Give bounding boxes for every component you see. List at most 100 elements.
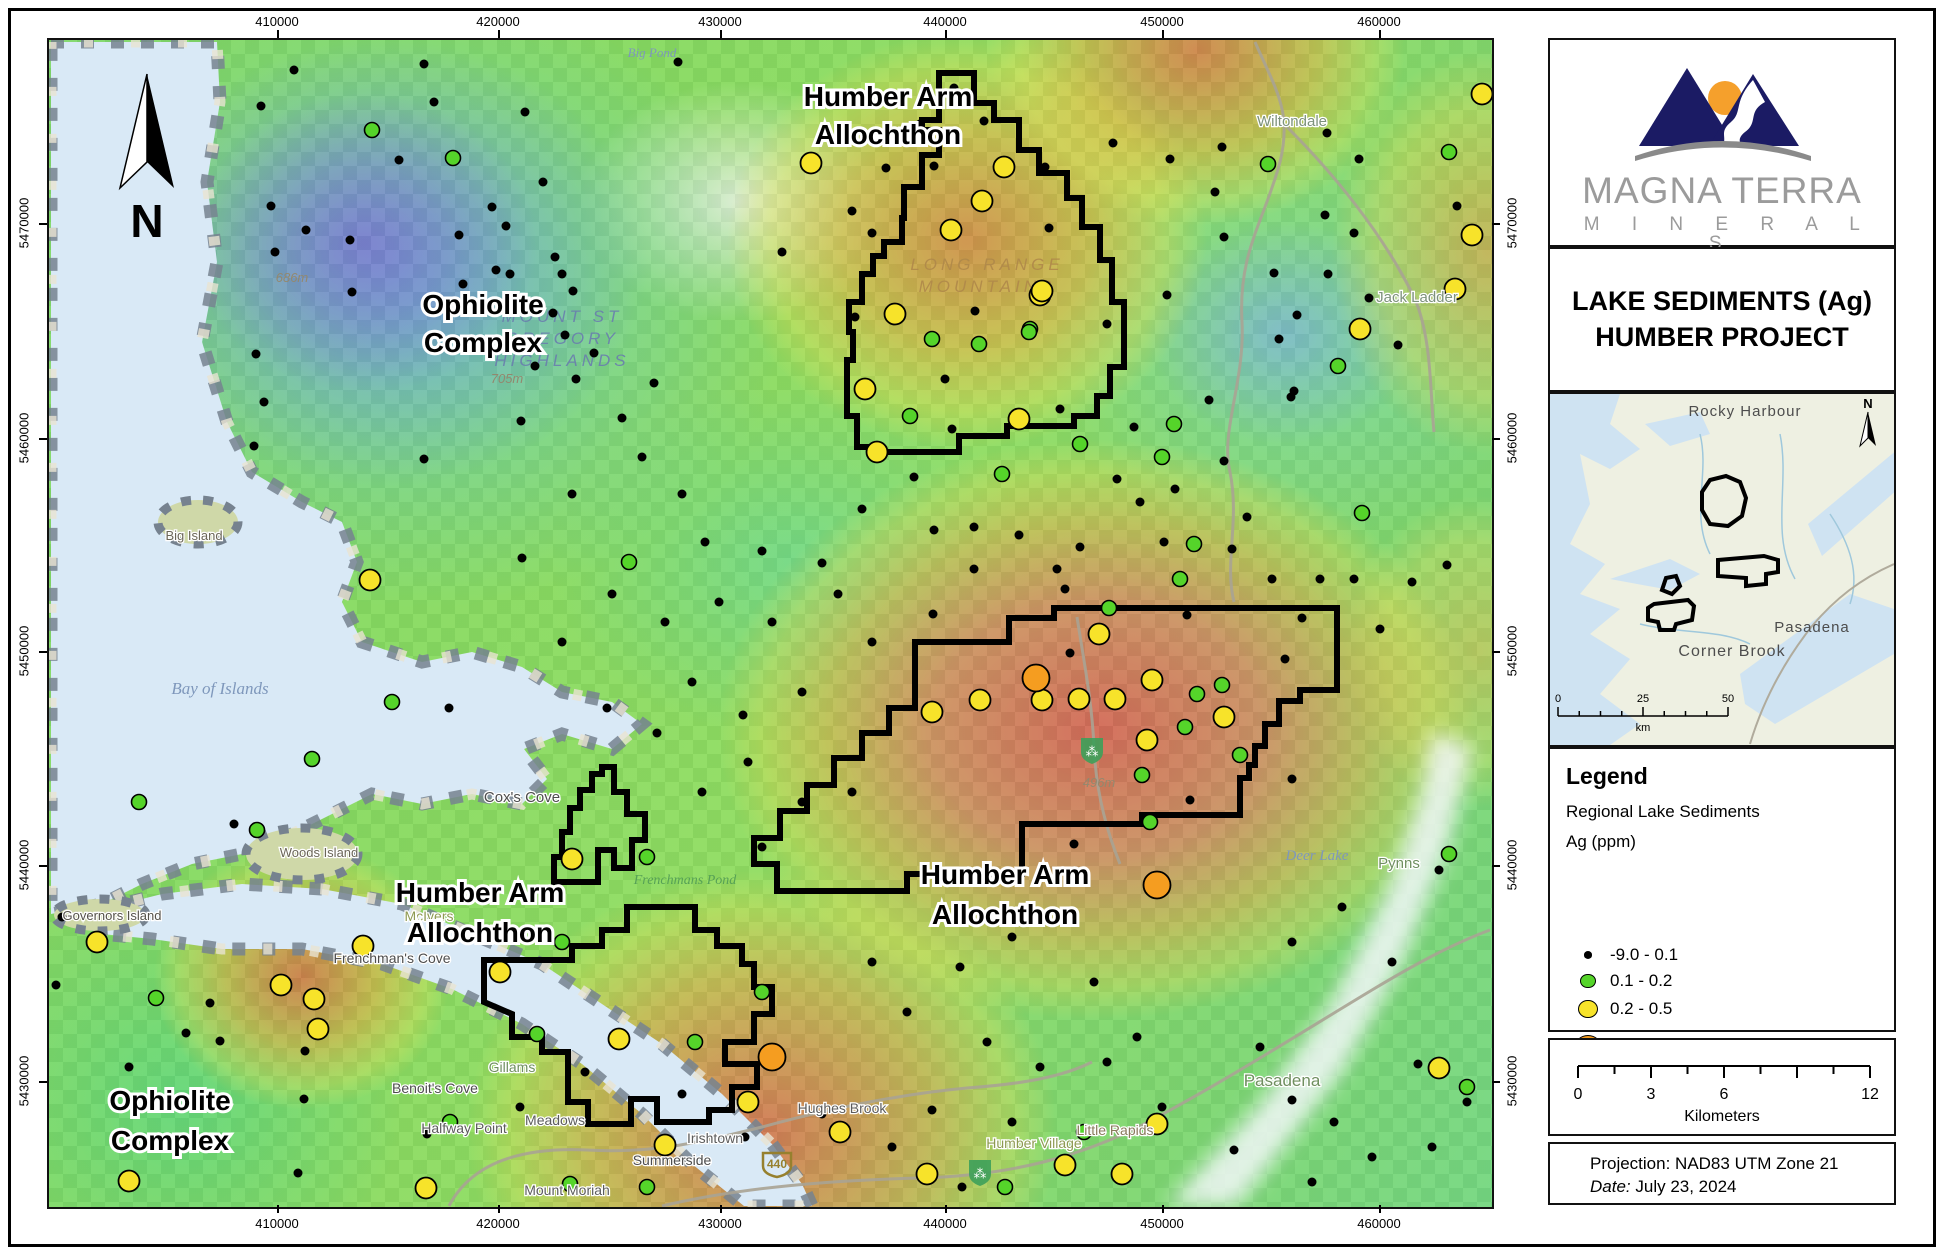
sample-point-low[interactable]: [982, 1037, 992, 1047]
sample-point-low[interactable]: [494, 931, 504, 941]
sample-point-yellow[interactable]: [736, 1090, 760, 1114]
sample-point-low[interactable]: [979, 116, 989, 126]
sample-point-low[interactable]: [969, 522, 979, 532]
sample-point-low[interactable]: [660, 617, 670, 627]
sample-point-low[interactable]: [557, 269, 567, 279]
sample-point-low[interactable]: [700, 537, 710, 547]
sample-point-low[interactable]: [847, 787, 857, 797]
sample-point-green[interactable]: [620, 553, 638, 571]
sample-point-yellow[interactable]: [1030, 279, 1054, 303]
sample-point-yellow[interactable]: [1460, 223, 1484, 247]
sample-point-low[interactable]: [757, 546, 767, 556]
sample-point-low[interactable]: [1229, 1145, 1239, 1155]
sample-point-low[interactable]: [1102, 319, 1112, 329]
sample-point-low[interactable]: [205, 998, 215, 1008]
sample-point-low[interactable]: [887, 1142, 897, 1152]
sample-point-low[interactable]: [1274, 334, 1284, 344]
sample-point-yellow[interactable]: [302, 987, 326, 1011]
sample-point-low[interactable]: [929, 161, 939, 171]
sample-point-low[interactable]: [1292, 310, 1302, 320]
sample-point-low[interactable]: [548, 308, 558, 318]
sample-point-green[interactable]: [638, 848, 656, 866]
sample-point-yellow[interactable]: [117, 1169, 141, 1193]
sample-point-low[interactable]: [505, 269, 515, 279]
sample-point-low[interactable]: [419, 454, 429, 464]
sample-point-yellow[interactable]: [1103, 687, 1127, 711]
sample-point-yellow[interactable]: [853, 377, 877, 401]
sample-point-low[interactable]: [1007, 932, 1017, 942]
sample-point-low[interactable]: [1434, 865, 1444, 875]
sample-point-green[interactable]: [686, 1033, 704, 1051]
sample-point-green[interactable]: [970, 335, 988, 353]
sample-point-green[interactable]: [1231, 746, 1249, 764]
sample-point-low[interactable]: [567, 489, 577, 499]
sample-point-low[interactable]: [757, 842, 767, 852]
sample-point-low[interactable]: [1129, 422, 1139, 432]
sample-point-low[interactable]: [649, 378, 659, 388]
sample-point-low[interactable]: [1287, 774, 1297, 784]
claim-outline[interactable]: [481, 904, 775, 1127]
sample-point-green[interactable]: [923, 330, 941, 348]
sample-point-yellow[interactable]: [1348, 317, 1372, 341]
sample-point-green[interactable]: [553, 933, 571, 951]
sample-point-yellow[interactable]: [799, 151, 823, 175]
sample-point-low[interactable]: [289, 65, 299, 75]
sample-point-low[interactable]: [181, 1028, 191, 1038]
sample-point-low[interactable]: [57, 912, 67, 922]
sample-point-low[interactable]: [1102, 1057, 1112, 1067]
sample-point-low[interactable]: [347, 287, 357, 297]
sample-point-low[interactable]: [817, 558, 827, 568]
sample-point-low[interactable]: [797, 797, 807, 807]
sample-point-low[interactable]: [215, 1036, 225, 1046]
sample-point-yellow[interactable]: [269, 973, 293, 997]
sample-point-low[interactable]: [1204, 395, 1214, 405]
sample-point-low[interactable]: [557, 637, 567, 647]
sample-point-low[interactable]: [970, 306, 980, 316]
sample-point-low[interactable]: [1407, 577, 1417, 587]
sample-point-green[interactable]: [147, 989, 165, 1007]
sample-point-green[interactable]: [1213, 676, 1231, 694]
sample-point-low[interactable]: [1269, 268, 1279, 278]
sample-point-green[interactable]: [561, 1175, 579, 1193]
sample-point-yellow[interactable]: [915, 1162, 939, 1186]
sample-point-low[interactable]: [940, 374, 950, 384]
claim-outline[interactable]: [751, 605, 1340, 894]
sample-point-low[interactable]: [1375, 624, 1385, 634]
sample-point-low[interactable]: [458, 279, 468, 289]
sample-point-low[interactable]: [301, 225, 311, 235]
sample-point-yellow[interactable]: [1443, 277, 1467, 301]
sample-point-low[interactable]: [1227, 544, 1237, 554]
sample-point-green[interactable]: [1259, 155, 1277, 173]
sample-point-yellow[interactable]: [1053, 1153, 1077, 1177]
sample-point-low[interactable]: [909, 472, 919, 482]
sample-point-low[interactable]: [867, 637, 877, 647]
sample-point-low[interactable]: [266, 201, 276, 211]
sample-point-low[interactable]: [568, 286, 578, 296]
sample-point-yellow[interactable]: [85, 930, 109, 954]
sample-point-low[interactable]: [1307, 1177, 1317, 1187]
sample-point-low[interactable]: [51, 980, 61, 990]
sample-point-green[interactable]: [901, 407, 919, 425]
sample-point-low[interactable]: [1044, 223, 1054, 233]
sample-point-low[interactable]: [1135, 497, 1145, 507]
sample-point-low[interactable]: [1323, 269, 1333, 279]
sample-point-low[interactable]: [1442, 560, 1452, 570]
claim-outline[interactable]: [551, 764, 648, 885]
sample-point-yellow[interactable]: [488, 960, 512, 984]
sample-point-low[interactable]: [1014, 530, 1024, 540]
sample-point-low[interactable]: [1075, 542, 1085, 552]
sample-point-yellow[interactable]: [828, 1120, 852, 1144]
sample-point-low[interactable]: [1165, 154, 1175, 164]
sample-point-low[interactable]: [1364, 293, 1374, 303]
sample-point-low[interactable]: [1089, 977, 1099, 987]
sample-point-yellow[interactable]: [968, 688, 992, 712]
sample-point-low[interactable]: [1349, 574, 1359, 584]
sample-point-yellow[interactable]: [414, 1176, 438, 1200]
sample-point-low[interactable]: [607, 589, 617, 599]
sample-point-low[interactable]: [697, 787, 707, 797]
sample-point-orange[interactable]: [757, 1042, 787, 1072]
sample-point-low[interactable]: [1387, 957, 1397, 967]
sample-point-yellow[interactable]: [1067, 687, 1091, 711]
claim-outline[interactable]: [844, 70, 1127, 455]
sample-point-low[interactable]: [515, 1102, 525, 1112]
